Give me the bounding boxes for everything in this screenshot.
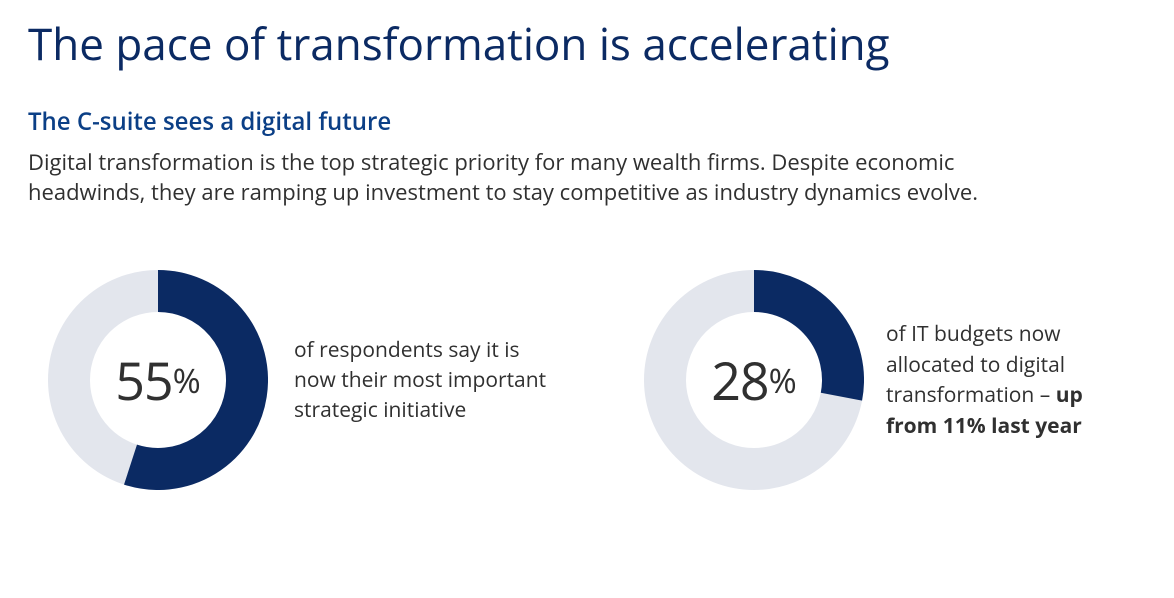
stat-55pct-desc-text: of respondents say it is now their most … [294,336,546,425]
stat-28pct-desc-text: of IT budgets now allocated to digital t… [886,320,1065,409]
section-subtitle: The C-suite sees a digital future [28,107,1146,137]
stats-row: 55% of respondents say it is now their m… [28,270,1146,490]
donut-28pct: 28% [644,270,864,490]
stat-55pct: 55% of respondents say it is now their m… [48,270,564,490]
page-title: The pace of transformation is accelerati… [28,18,1146,69]
stat-28pct: 28% of IT budgets now allocated to digit… [644,270,1136,490]
donut-55pct: 55% [48,270,268,490]
stat-55pct-description: of respondents say it is now their most … [294,335,564,426]
stat-28pct-description: of IT budgets now allocated to digital t… [886,319,1136,441]
section-body: Digital transformation is the top strate… [28,147,988,209]
